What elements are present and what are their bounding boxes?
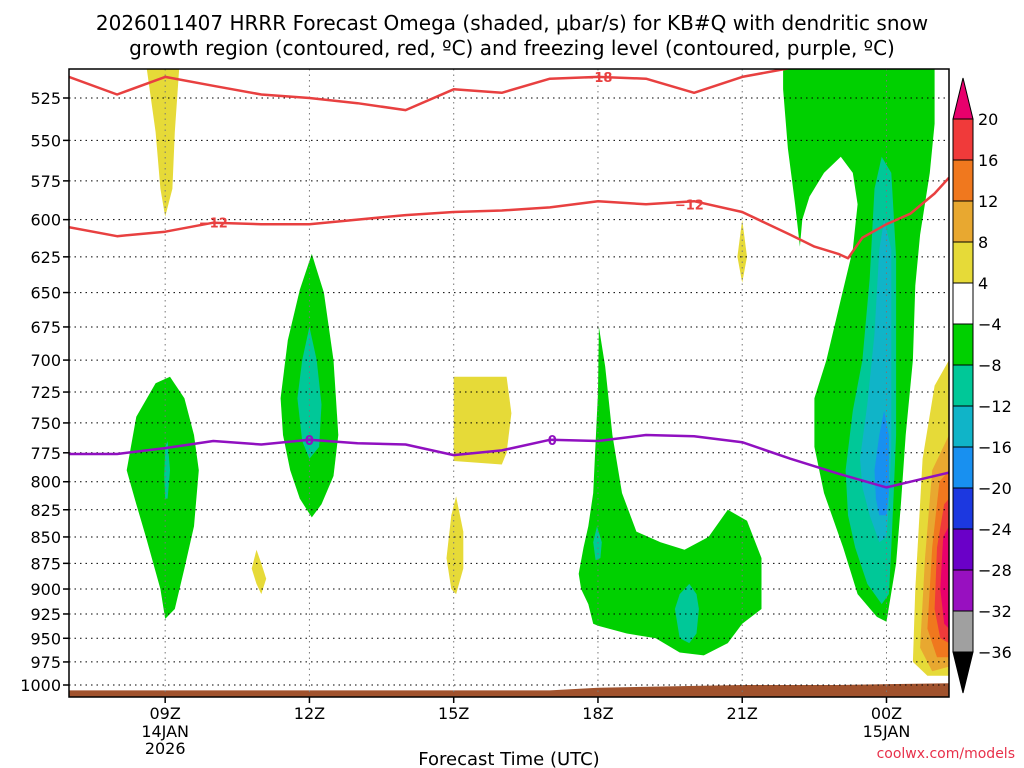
x-tick-year-09Z: 2026 <box>145 739 186 758</box>
colorbar-swatch-12 <box>952 569 974 612</box>
y-tick-label-850: 850 <box>30 528 61 547</box>
chart-title-line1: 2026011407 HRRR Forecast Omega (shaded, … <box>96 11 928 35</box>
colorbar-label-9: −20 <box>978 479 1012 498</box>
colorbar-swatch-9 <box>952 446 974 489</box>
colorbar-label-3: 8 <box>978 233 988 252</box>
colorbar-label-0: 20 <box>978 110 998 129</box>
plot-frame <box>68 68 950 698</box>
colorbar-label-7: −12 <box>978 397 1012 416</box>
colorbar-swatch-11 <box>952 528 974 571</box>
y-tick-label-550: 550 <box>30 131 61 150</box>
y-tick-label-625: 625 <box>30 248 61 267</box>
negative-omega-00z-main <box>783 69 935 622</box>
dgz-bottom-minus12 <box>69 176 949 260</box>
x-tick-label-18Z: 18Z <box>582 704 613 723</box>
colorbar-swatch-5 <box>952 282 974 325</box>
positive-omega-15z-small <box>446 496 464 595</box>
negative-omega-12z-core <box>297 326 322 459</box>
colorbar-swatch-8 <box>952 405 974 448</box>
colorbar-label-10: −24 <box>978 520 1012 539</box>
colorbar-swatch-10 <box>952 487 974 530</box>
colorbar-swatch-13 <box>952 610 974 653</box>
y-tick-label-650: 650 <box>30 284 61 303</box>
omega-shading <box>126 69 949 676</box>
y-tick-label-925: 925 <box>30 605 61 624</box>
y-tick-label-575: 575 <box>30 172 61 191</box>
colorbar-label-5: −4 <box>978 315 1002 334</box>
colorbar-label-11: −28 <box>978 561 1012 580</box>
y-tick-label-950: 950 <box>30 629 61 648</box>
freezing-level-0C-label2-label: 0 <box>548 434 557 449</box>
x-tick-date-09Z: 14JAN <box>141 722 189 741</box>
x-tick-label-15Z: 15Z <box>438 704 469 723</box>
y-tick-label-525: 525 <box>30 89 61 108</box>
y-tick-label-800: 800 <box>30 473 61 492</box>
y-tick-label-1000: 1000 <box>20 676 61 695</box>
y-tick-label-725: 725 <box>30 383 61 402</box>
colorbar-swatch-4 <box>952 241 974 284</box>
colorbar-bottom-arrow <box>952 651 974 694</box>
negative-omega-18z-complex <box>578 326 762 656</box>
freezing-level-0C-label: 0 <box>305 434 314 449</box>
dgz-bottom-minus12-label2-label: −12 <box>675 198 704 213</box>
colorbar: 20 16 12 8 4 −4 −8 −12 −16 −20 −24 −28 −32 −36 <box>952 77 1012 694</box>
x-tick-label-00Z: 00Z <box>871 704 902 723</box>
colorbar-label-12: −32 <box>978 602 1012 621</box>
x-tick-label-09Z: 09Z <box>150 704 181 723</box>
x-tick-label-21Z: 21Z <box>727 704 758 723</box>
terrain-ground <box>69 683 949 697</box>
y-tick-label-700: 700 <box>30 351 61 370</box>
y-tick-label-975: 975 <box>30 653 61 672</box>
y-tick-label-875: 875 <box>30 554 61 573</box>
y-tick-label-900: 900 <box>30 580 61 599</box>
colorbar-swatch-2 <box>952 159 974 202</box>
negative-omega-20z-core <box>674 583 699 644</box>
dotted-grid <box>69 69 949 697</box>
positive-omega-9z-upper <box>146 69 180 217</box>
dgz-top-minus18 <box>69 69 792 112</box>
x-tick-label-12Z: 12Z <box>294 704 325 723</box>
positive-omega-edge-20 <box>940 526 949 629</box>
colorbar-label-4: 4 <box>978 274 988 293</box>
colorbar-label-8: −16 <box>978 438 1012 457</box>
colorbar-swatch-7 <box>952 364 974 407</box>
terrain-layer <box>69 683 949 697</box>
colorbar-label-1: 16 <box>978 151 998 170</box>
negative-omega-9z-mid <box>126 376 199 619</box>
y-tick-label-825: 825 <box>30 501 61 520</box>
colorbar-swatch-3 <box>952 200 974 243</box>
contour-lines: −18 −12 −12 0 0 <box>69 69 949 489</box>
colorbar-label-2: 12 <box>978 192 998 211</box>
dgz-top-minus18-label: −18 <box>583 71 612 86</box>
freezing-level-0C <box>69 433 949 489</box>
colorbar-swatch-1 <box>952 118 974 161</box>
credit-text: coolwx.com/models <box>877 746 1015 762</box>
plot-area: −18 −12 −12 0 0 <box>69 69 949 697</box>
y-tick-label-750: 750 <box>30 414 61 433</box>
colorbar-label-13: −36 <box>978 643 1012 662</box>
pressure-axis: 525 550 575 600 625 650 675 700 725 750 775 800 825 8… <box>20 89 69 695</box>
negative-omega-00z-band4 <box>874 410 889 516</box>
colorbar-swatch-6 <box>952 323 974 366</box>
y-tick-label-675: 675 <box>30 318 61 337</box>
dgz-bottom-minus12-label: −12 <box>199 217 228 232</box>
x-tick-date-00Z: 15JAN <box>863 722 911 741</box>
positive-omega-11z-small <box>251 549 267 595</box>
colorbar-label-6: −8 <box>978 356 1002 375</box>
y-tick-label-600: 600 <box>30 211 61 230</box>
positive-omega-15z-box <box>453 376 512 465</box>
y-tick-label-775: 775 <box>30 444 61 463</box>
x-axis-label: Forecast Time (UTC) <box>418 749 599 768</box>
chart-title-line2: growth region (contoured, red, ºC) and f… <box>129 36 895 60</box>
